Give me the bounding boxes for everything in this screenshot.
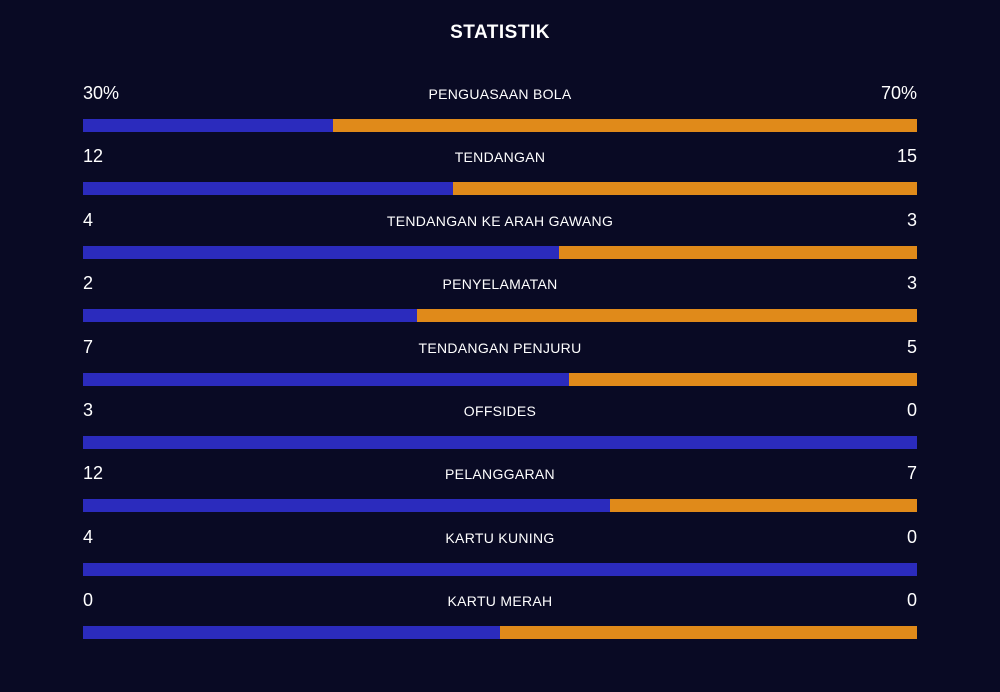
stat-row-shots-on-target: 4 TENDANGAN KE ARAH GAWANG 3 (83, 207, 917, 270)
home-value: 0 (83, 590, 94, 611)
home-bar-segment (83, 245, 560, 259)
home-bar-segment (83, 499, 611, 513)
home-bar-segment (83, 562, 917, 576)
away-value: 3 (906, 273, 917, 294)
stat-label: TENDANGAN PENJURU (418, 339, 582, 356)
stat-label: KARTU MERAH (447, 593, 553, 610)
home-value: 12 (83, 463, 104, 484)
away-bar-segment (610, 499, 917, 513)
comparison-bar (83, 499, 917, 513)
stat-row-offsides: 3 OFFSIDES 0 (83, 397, 917, 460)
stat-label: PENGUASAAN BOLA (428, 86, 572, 102)
home-value: 30% (83, 83, 120, 103)
stat-label: OFFSIDES (463, 402, 537, 419)
away-value: 7 (906, 463, 917, 484)
stat-label: TENDANGAN KE ARAH GAWANG (386, 212, 614, 229)
home-value: 12 (83, 146, 104, 167)
stat-row-corners: 7 TENDANGAN PENJURU 5 (83, 334, 917, 397)
comparison-bar (83, 245, 917, 259)
away-bar-segment (453, 182, 917, 196)
home-value: 7 (83, 336, 94, 357)
stat-row-saves: 2 PENYELAMATAN 3 (83, 270, 917, 333)
away-bar-segment (333, 119, 917, 132)
home-value: 2 (83, 273, 94, 294)
stat-row-fouls: 12 PELANGGARAN 7 (83, 460, 917, 523)
stat-rows: 30% PENGUASAAN BOLA 70% 12 TENDANGAN 15 … (83, 80, 917, 651)
comparison-bar (83, 119, 917, 132)
comparison-bar (83, 372, 917, 386)
away-bar-segment (500, 626, 917, 640)
stat-row-possession: 30% PENGUASAAN BOLA 70% (83, 80, 917, 143)
comparison-bar (83, 182, 917, 196)
home-value: 4 (83, 209, 94, 230)
stat-label: PELANGGARAN (445, 466, 555, 483)
away-bar-segment (569, 372, 917, 386)
away-value: 0 (906, 590, 917, 611)
away-value: 5 (906, 336, 917, 357)
home-bar-segment (83, 309, 417, 323)
stat-row-shots: 12 TENDANGAN 15 (83, 143, 917, 206)
comparison-bar (83, 562, 917, 576)
stat-row-red-cards: 0 KARTU MERAH 0 (83, 587, 917, 650)
home-bar-segment (83, 372, 570, 386)
stat-label: KARTU KUNING (445, 529, 555, 546)
away-value: 15 (896, 146, 917, 167)
away-bar-segment (559, 245, 917, 259)
home-bar-segment (83, 119, 334, 132)
comparison-bar (83, 626, 917, 640)
away-value: 3 (906, 209, 917, 230)
comparison-bar (83, 309, 917, 323)
away-value: 0 (906, 399, 917, 420)
stat-row-yellow-cards: 4 KARTU KUNING 0 (83, 524, 917, 587)
stat-label: TENDANGAN (454, 149, 546, 166)
away-bar-segment (416, 309, 917, 323)
stat-label: PENYELAMATAN (442, 276, 558, 293)
home-value: 3 (83, 399, 94, 420)
panel-title: STATISTIK (450, 22, 550, 43)
home-value: 4 (83, 526, 94, 547)
home-bar-segment (83, 435, 917, 449)
away-value: 0 (906, 526, 917, 547)
home-bar-segment (83, 182, 454, 196)
comparison-bar (83, 435, 917, 449)
away-value: 70% (880, 83, 917, 103)
home-bar-segment (83, 626, 500, 640)
